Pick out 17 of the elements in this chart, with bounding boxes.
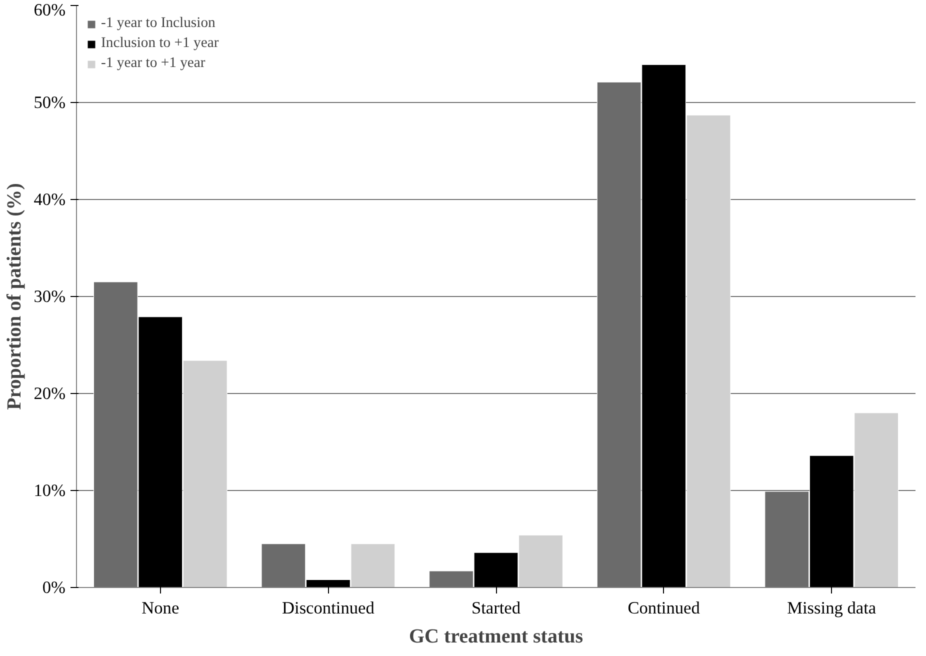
y-tick-label: 0% xyxy=(42,578,66,597)
y-tick-label: 60% xyxy=(34,0,66,20)
x-tick-label: Started xyxy=(471,598,521,618)
y-tick-label: 40% xyxy=(34,190,66,209)
x-tick-label: Continued xyxy=(628,598,700,618)
y-tick-label: 30% xyxy=(34,287,66,306)
x-tick-label: None xyxy=(142,598,180,618)
y-tick-label: 50% xyxy=(34,93,66,112)
x-tick-label: Missing data xyxy=(787,598,876,618)
y-tick-label: 10% xyxy=(34,481,66,500)
legend-label: -1 year to +1 year xyxy=(101,55,206,72)
y-axis-title: Proportion of patients (%) xyxy=(4,183,26,410)
x-axis-title: GC treatment status xyxy=(408,626,584,648)
legend-label: Inclusion to +1 year xyxy=(101,35,219,52)
legend-label: -1 year to Inclusion xyxy=(101,15,216,32)
x-tick-label: Discontinued xyxy=(282,598,375,618)
y-tick-label: 20% xyxy=(34,384,66,403)
